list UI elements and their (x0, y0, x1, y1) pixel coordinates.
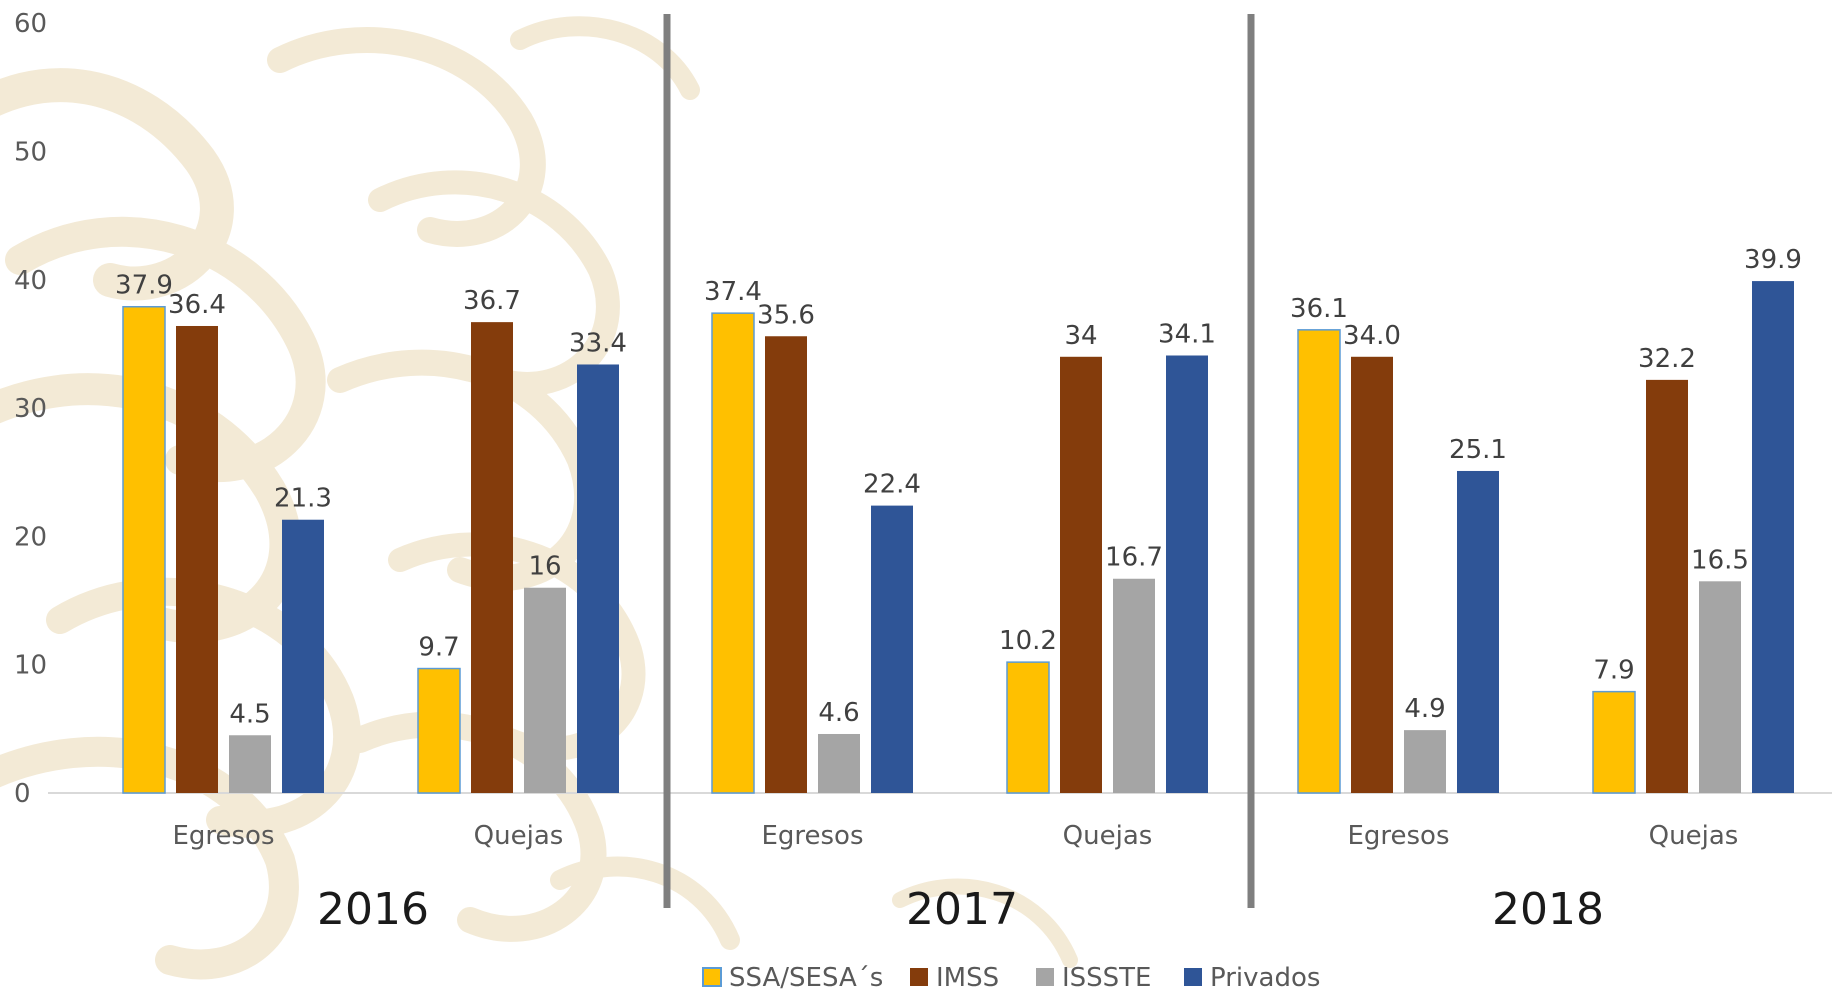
legend-swatch (1184, 968, 1202, 986)
bar (1699, 581, 1741, 793)
bar (1166, 355, 1208, 793)
y-tick-label: 50 (14, 138, 47, 168)
x-category-label: Egresos (761, 821, 863, 851)
legend-swatch (910, 968, 928, 986)
background-pattern (0, 16, 1078, 980)
y-tick-label: 30 (14, 394, 47, 424)
data-label: 36.1 (1290, 294, 1348, 324)
legend-label: ISSSTE (1062, 963, 1152, 993)
bar (229, 735, 271, 793)
data-label: 4.5 (229, 699, 270, 729)
y-tick-label: 40 (14, 266, 47, 296)
data-label: 37.4 (704, 277, 762, 307)
data-label: 25.1 (1449, 435, 1507, 465)
data-label: 21.3 (274, 484, 332, 514)
data-label: 35.6 (757, 300, 815, 330)
x-category-label: Quejas (1063, 821, 1153, 851)
bar (765, 336, 807, 793)
y-tick-label: 10 (14, 651, 47, 681)
bar (871, 505, 913, 793)
bar (1592, 690, 1636, 794)
data-label: 7.9 (1593, 656, 1634, 686)
bar (1351, 356, 1393, 793)
legend-label: Privados (1210, 963, 1320, 993)
bar (1006, 661, 1050, 794)
bar (282, 519, 324, 793)
data-label: 16.5 (1691, 545, 1749, 575)
bar (122, 305, 166, 794)
data-label: 39.9 (1744, 245, 1802, 275)
legend-swatch (702, 967, 722, 987)
data-label: 36.4 (168, 290, 226, 320)
year-label: 2018 (1492, 884, 1604, 935)
data-label: 16.7 (1105, 543, 1163, 573)
legend-label: IMSS (936, 963, 999, 993)
x-category-label: Egresos (1347, 821, 1449, 851)
bar (1646, 379, 1688, 793)
data-label: 32.2 (1638, 344, 1696, 374)
year-label: 2017 (906, 884, 1018, 935)
bar (176, 325, 218, 793)
data-label: 33.4 (569, 328, 627, 358)
bar (711, 312, 755, 794)
bar (524, 587, 566, 793)
bar (1457, 470, 1499, 793)
data-label: 37.9 (115, 271, 173, 301)
data-label: 34 (1064, 321, 1097, 351)
data-label: 9.7 (418, 633, 459, 663)
bar (818, 733, 860, 793)
data-label: 34.0 (1343, 321, 1401, 351)
bar (1060, 356, 1102, 793)
bar (1752, 281, 1794, 793)
bar (417, 667, 461, 794)
bar (1297, 329, 1341, 794)
y-tick-label: 60 (14, 9, 47, 39)
bar (1404, 730, 1446, 793)
bar (471, 322, 513, 793)
data-label: 4.9 (1404, 694, 1445, 724)
data-label: 36.7 (463, 286, 521, 316)
data-label: 16 (528, 552, 561, 582)
data-label: 4.6 (818, 698, 859, 728)
x-category-label: Egresos (172, 821, 274, 851)
legend-label: SSA/SESA´s (729, 963, 883, 993)
year-label: 2016 (317, 884, 429, 935)
bar (1113, 578, 1155, 793)
y-tick-label: 20 (14, 522, 47, 552)
y-tick-label: 0 (14, 779, 31, 809)
x-category-label: Quejas (474, 821, 564, 851)
data-label: 34.1 (1158, 319, 1216, 349)
legend-swatch (1036, 968, 1054, 986)
data-label: 22.4 (863, 470, 921, 500)
bar (577, 364, 619, 793)
x-category-label: Quejas (1649, 821, 1739, 851)
data-label: 10.2 (999, 626, 1057, 656)
